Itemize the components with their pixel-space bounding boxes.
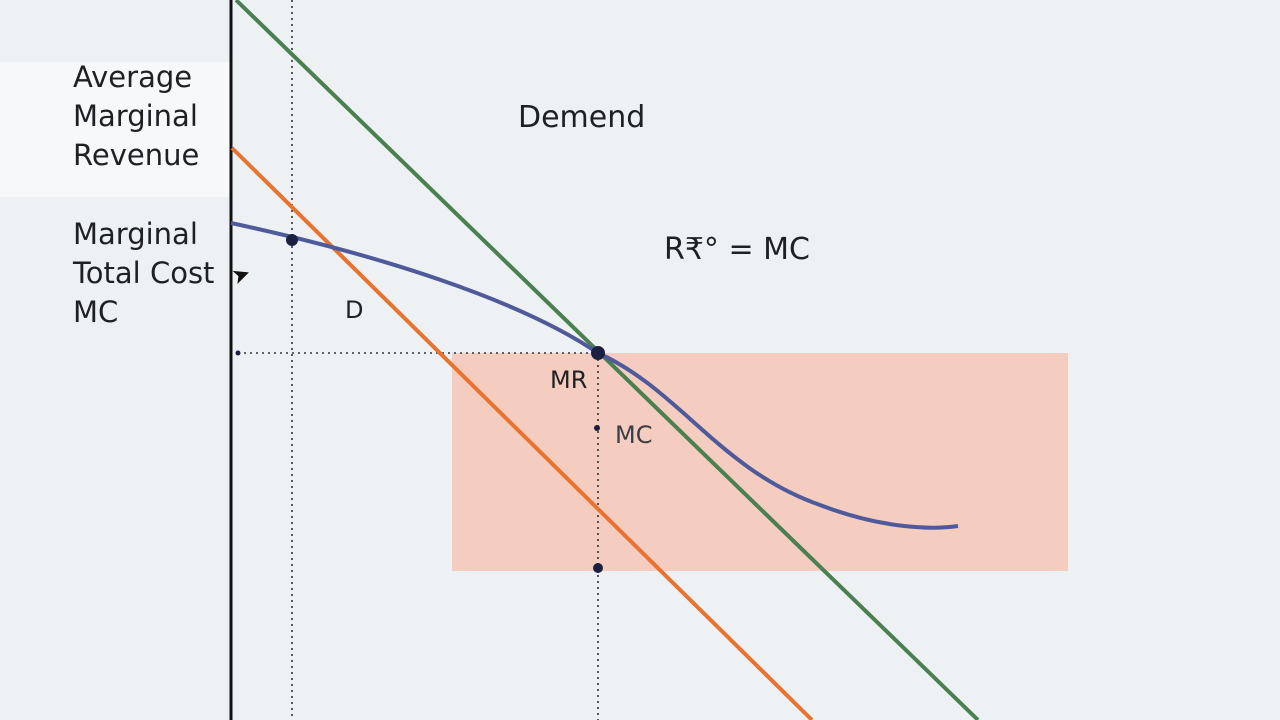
highlight-region xyxy=(452,353,1068,571)
demand-label: Demend xyxy=(518,100,646,135)
point-mc-intercept xyxy=(286,234,298,246)
legend-panel xyxy=(0,62,230,197)
mc-label: MC xyxy=(615,421,653,449)
legend-text: MC xyxy=(73,295,119,329)
marginal-revenue-line xyxy=(230,146,814,720)
point-equilibrium xyxy=(591,346,605,360)
point-quantity-marker xyxy=(593,563,603,573)
legend-text: Total Cost xyxy=(73,256,215,290)
legend-text: Revenue xyxy=(73,138,200,172)
point-axis-marker xyxy=(235,350,241,356)
d-label: D xyxy=(345,296,364,324)
mr-label: MR xyxy=(550,366,588,394)
legend-text: Marginal xyxy=(73,99,198,133)
demand-line xyxy=(234,0,980,720)
legend-marginal-total-cost: Marginal Total Cost MC xyxy=(73,215,214,332)
equilibrium-condition-label: R₹° = MC xyxy=(664,232,810,267)
legend-text: Average xyxy=(73,60,193,94)
point-mc-marker xyxy=(594,425,600,431)
marginal-cost-curve xyxy=(230,221,959,530)
legend-average-marginal-revenue: Average Marginal Revenue xyxy=(73,58,199,175)
legend-text: Marginal xyxy=(73,217,198,251)
